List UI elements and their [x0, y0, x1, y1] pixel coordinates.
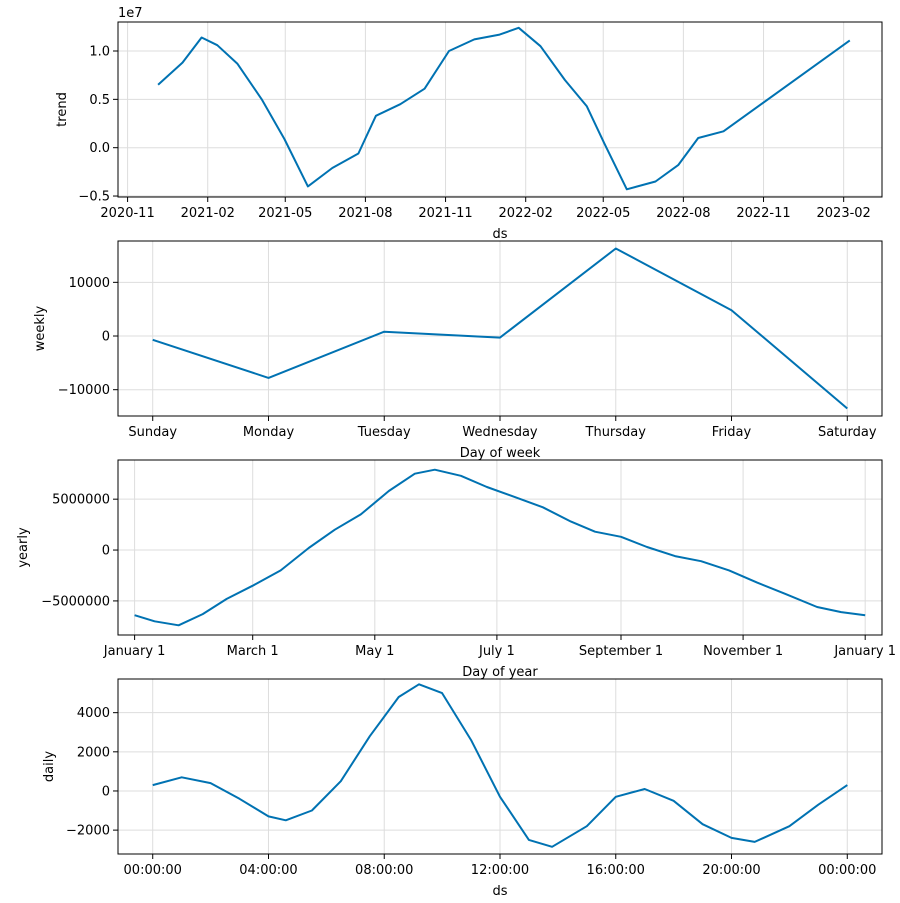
x-tick-label: 16:00:00	[587, 863, 645, 878]
y-tick-label: −0.5	[78, 190, 110, 205]
y-axis-label: daily	[42, 751, 57, 782]
x-tick-label: March 1	[227, 644, 279, 659]
y-tick-label: 1.0	[89, 45, 110, 60]
x-tick-label: Monday	[243, 425, 295, 440]
x-tick-label: 2021-05	[258, 206, 312, 221]
x-tick-label: Saturday	[818, 425, 877, 440]
panel-weekly: Sunday Monday Tuesday Wednesday Thursday Frid…	[33, 240, 883, 461]
x-tick-label: 2021-08	[338, 206, 392, 221]
x-tick-label: Tuesday	[357, 425, 411, 440]
x-tick-label: January 1	[833, 644, 896, 659]
trend-series-line	[157, 26, 851, 191]
x-axis-label: Day of week	[460, 446, 541, 461]
y-offset-label: 1e7	[118, 6, 143, 21]
y-tick-label: −5000000	[41, 594, 110, 609]
x-tick-label: 08:00:00	[355, 863, 413, 878]
x-tick-label: Thursday	[585, 425, 647, 440]
y-tick-label: 0	[102, 544, 110, 559]
y-tick-label: 4000	[77, 706, 110, 721]
y-tick-label: 0.0	[89, 141, 110, 156]
x-tick-label: November 1	[703, 644, 783, 659]
panel-yearly: January 1 March 1 May 1 July 1 September 1 No…	[16, 459, 896, 680]
panel-trend: 2020-11 2021-02 2021-05 2021-08 2021-11 2022-…	[55, 6, 883, 242]
y-tick-label: 0.5	[89, 93, 110, 108]
y-tick-label: 0	[102, 784, 110, 799]
x-tick-label: 2021-11	[418, 206, 472, 221]
y-tick-label: 2000	[77, 745, 110, 760]
x-tick-label: 2022-08	[656, 206, 710, 221]
weekly-series-line	[152, 247, 848, 410]
x-tick-label: Friday	[712, 425, 752, 440]
panel-daily: 00:00:00 04:00:00 08:00:00 12:00:00 16:00:00…	[42, 678, 883, 899]
x-axis-label: ds	[492, 884, 507, 898]
y-tick-label: −2000	[66, 824, 110, 839]
x-axis-label: ds	[492, 227, 507, 242]
x-tick-label: 00:00:00	[124, 863, 182, 878]
axes-frame	[117, 459, 883, 636]
x-tick-label: Sunday	[128, 425, 177, 440]
y-tick-label: −10000	[58, 383, 110, 398]
y-tick-label: 0	[102, 330, 110, 345]
y-axis-label: yearly	[16, 527, 31, 568]
x-tick-label: 12:00:00	[471, 863, 529, 878]
yearly-series-line	[134, 468, 866, 627]
x-tick-label: Wednesday	[462, 425, 538, 440]
daily-series-line	[152, 683, 848, 848]
x-tick-label: 2023-02	[817, 206, 871, 221]
x-tick-label: 04:00:00	[239, 863, 297, 878]
x-tick-label: 2022-02	[499, 206, 553, 221]
x-tick-label: 00:00:00	[818, 863, 876, 878]
y-axis-label: weekly	[33, 305, 48, 351]
x-tick-label: January 1	[103, 644, 166, 659]
y-axis-label: trend	[55, 92, 70, 127]
y-tick-label: 5000000	[52, 493, 110, 508]
y-tick-label: 10000	[69, 276, 110, 291]
x-tick-label: 20:00:00	[702, 863, 760, 878]
x-tick-label: September 1	[579, 644, 663, 659]
x-tick-label: July 1	[478, 644, 515, 659]
x-axis-label: Day of year	[462, 665, 538, 680]
x-tick-label: 2020-11	[100, 206, 154, 221]
x-tick-label: 2021-02	[181, 206, 235, 221]
axes-frame	[117, 21, 883, 198]
x-tick-label: 2022-05	[576, 206, 630, 221]
x-tick-label: 2022-11	[736, 206, 790, 221]
x-tick-label: May 1	[355, 644, 394, 659]
